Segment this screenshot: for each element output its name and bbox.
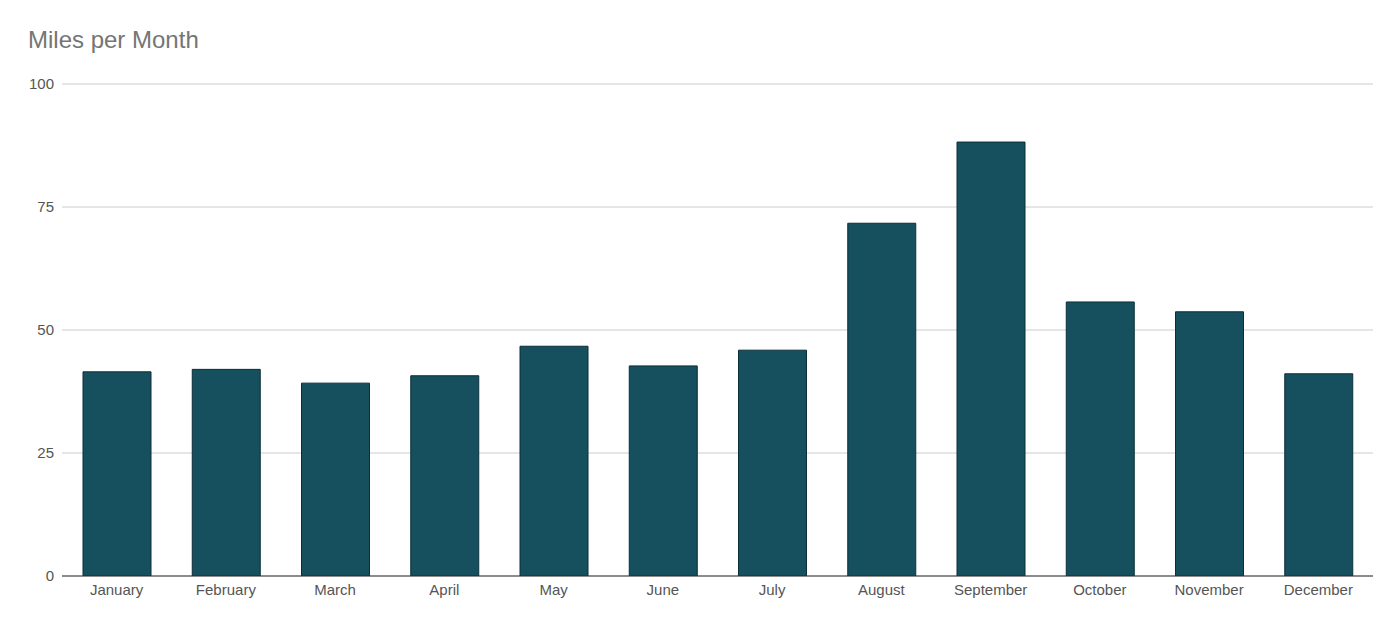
svg-text:March: March [314,581,356,598]
svg-text:September: September [954,581,1027,598]
svg-text:November: November [1175,581,1244,598]
svg-text:June: June [647,581,680,598]
svg-text:August: August [858,581,906,598]
svg-text:75: 75 [37,198,54,215]
svg-text:October: October [1073,581,1126,598]
svg-text:April: April [429,581,459,598]
svg-text:0: 0 [46,567,54,584]
svg-text:50: 50 [37,321,54,338]
svg-text:May: May [539,581,568,598]
html-text:Miles per Month: Miles per Month [28,26,199,53]
svg-text:25: 25 [37,444,54,461]
svg-text:July: July [759,581,786,598]
svg-text:December: December [1284,581,1353,598]
svg-text:100: 100 [29,75,54,92]
svg-text:January: January [90,581,144,598]
svg-text:February: February [196,581,257,598]
